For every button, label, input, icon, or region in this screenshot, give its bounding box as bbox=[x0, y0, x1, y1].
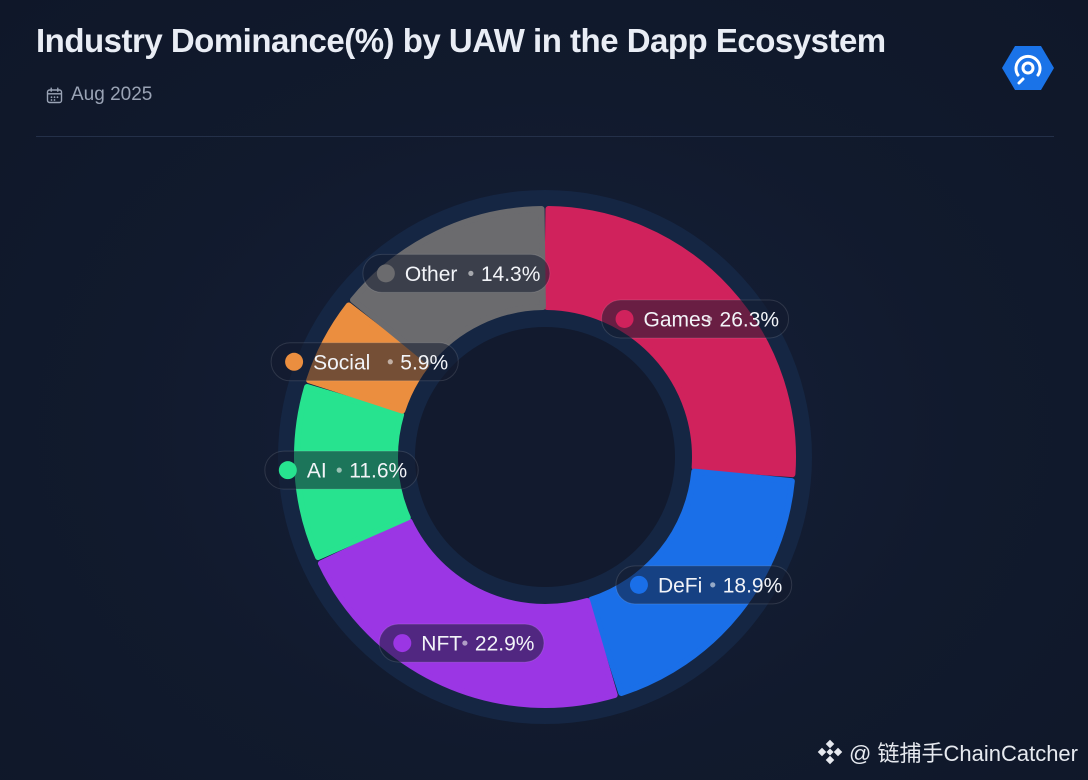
report-date: Aug 2025 bbox=[71, 84, 153, 105]
label-separator bbox=[706, 316, 713, 322]
label-social: Social 5.9% bbox=[270, 342, 459, 382]
label-pill bbox=[601, 299, 790, 339]
legend-dot bbox=[615, 309, 634, 328]
label-name: Social bbox=[313, 351, 370, 374]
label-value: 18.9% bbox=[723, 574, 783, 597]
label-name: AI bbox=[307, 460, 327, 483]
label-separator bbox=[387, 359, 393, 365]
label-name: Other bbox=[405, 263, 458, 286]
label-games: Games 26.3% bbox=[601, 299, 790, 339]
label-separator bbox=[336, 467, 342, 473]
slice-nft[interactable] bbox=[317, 518, 618, 708]
legend-dot bbox=[629, 575, 648, 594]
label-separator bbox=[468, 270, 474, 276]
label-pill bbox=[362, 253, 551, 293]
label-other: Other 14.3% bbox=[362, 253, 551, 293]
donut-hole bbox=[415, 327, 675, 587]
legend-dot bbox=[393, 634, 412, 653]
label-value: 26.3% bbox=[720, 308, 780, 331]
watermark: @ 链捕手ChainCatcher bbox=[817, 736, 1078, 768]
label-pill bbox=[615, 565, 793, 605]
label-separator bbox=[462, 640, 468, 646]
legend-dot bbox=[285, 352, 304, 371]
label-name: DeFi bbox=[658, 574, 702, 597]
label-pill bbox=[270, 342, 459, 382]
label-defi: DeFi 18.9% bbox=[615, 565, 793, 605]
calendar-icon bbox=[46, 87, 63, 103]
label-value: 5.9% bbox=[400, 351, 448, 374]
label-pill bbox=[378, 623, 545, 663]
date-row: Aug 2025 bbox=[46, 84, 152, 106]
label-nft: NFT 22.9% bbox=[378, 623, 545, 663]
page-title: Industry Dominance(%) by UAW in the Dapp… bbox=[36, 22, 886, 59]
brand-logo-icon bbox=[1002, 46, 1054, 90]
label-value: 11.6% bbox=[349, 460, 407, 483]
watermark-text: @ 链捕手ChainCatcher bbox=[849, 741, 1078, 766]
diamond-logo-icon bbox=[817, 739, 843, 765]
label-ai: AI 11.6% bbox=[264, 450, 419, 490]
label-name: Games bbox=[644, 308, 712, 331]
legend-dot bbox=[278, 461, 297, 480]
label-separator bbox=[710, 582, 716, 588]
header-divider bbox=[36, 136, 1054, 137]
label-value: 14.3% bbox=[481, 263, 541, 286]
legend-dot bbox=[376, 264, 395, 283]
label-name: NFT bbox=[421, 633, 462, 656]
label-value: 22.9% bbox=[475, 633, 535, 656]
